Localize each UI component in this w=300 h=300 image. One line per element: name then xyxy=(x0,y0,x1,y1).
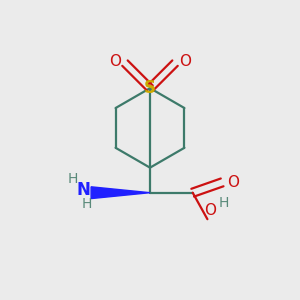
Text: H: H xyxy=(82,197,92,212)
Text: O: O xyxy=(204,203,216,218)
Text: H: H xyxy=(218,196,229,210)
Text: O: O xyxy=(109,54,121,69)
Text: O: O xyxy=(227,175,239,190)
Polygon shape xyxy=(91,187,150,199)
Text: O: O xyxy=(179,54,191,69)
Text: S: S xyxy=(144,79,156,97)
Text: H: H xyxy=(68,172,78,186)
Text: N: N xyxy=(77,181,91,199)
